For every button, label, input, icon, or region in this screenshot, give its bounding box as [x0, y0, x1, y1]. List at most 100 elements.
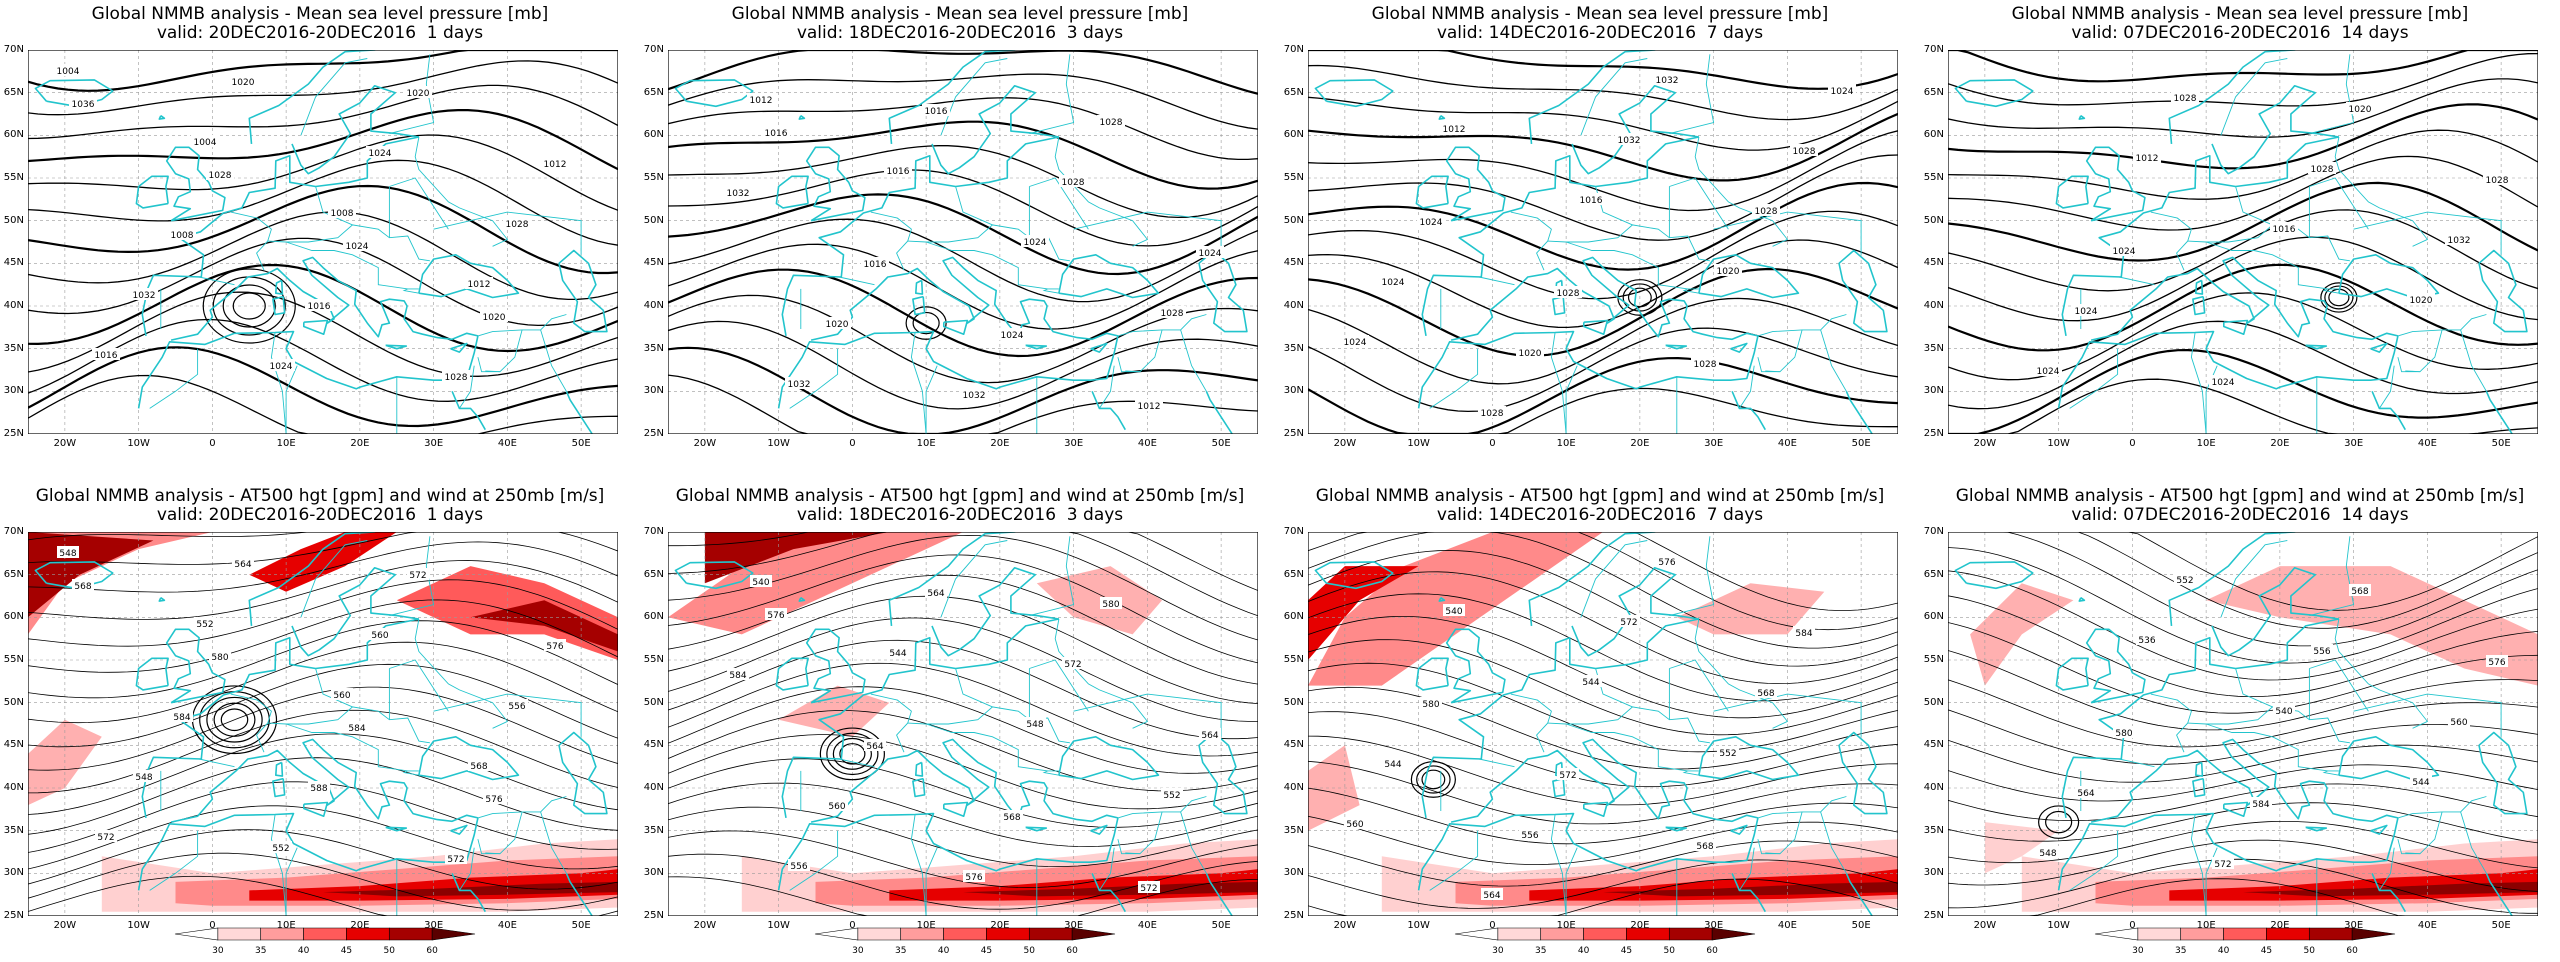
latitude-label: 45N — [3, 739, 24, 751]
contour-label: 1028 — [2311, 165, 2334, 175]
latitude-label: 50N — [1923, 214, 1944, 226]
contour-label: 536 — [2138, 636, 2155, 646]
colorbar-label: 35 — [2175, 946, 2186, 956]
contour-label: 588 — [310, 784, 327, 794]
contour-line — [1948, 378, 2538, 434]
contour-line — [668, 806, 1258, 868]
longitude-label: 40E — [1137, 438, 1157, 449]
contour-line — [28, 620, 618, 699]
latitude-label: 65N — [643, 86, 664, 98]
lat-lon-grid — [1948, 50, 2538, 434]
coastlines — [1314, 50, 1888, 434]
contour-line — [668, 574, 1258, 685]
contour-label: 1028 — [1755, 207, 1778, 217]
panel-title: Global NMMB analysis - Mean sea level pr… — [1371, 4, 1829, 24]
colorbar-segment — [388, 927, 433, 941]
longitude-label: 10W — [2047, 920, 2070, 931]
longitude-label: 0 — [2129, 920, 2136, 931]
longitude-label: 10E — [2196, 438, 2216, 449]
coastlines — [1314, 532, 1888, 916]
panel-valid-period: valid: 20DEC2016-20DEC2016 1 days — [156, 23, 484, 43]
contour-label: 564 — [866, 742, 883, 752]
contour-label: 572 — [2214, 860, 2231, 870]
contour-line — [668, 193, 1258, 276]
contour-label: 1016 — [308, 302, 331, 312]
contour-line — [668, 320, 1258, 410]
contour-label: 1008 — [171, 231, 194, 241]
latitude-label: 35N — [1283, 824, 1304, 836]
latitude-label: 25N — [643, 910, 664, 921]
contour-line — [28, 599, 618, 673]
contour-line — [1948, 532, 2538, 611]
longitude-label: 20W — [1973, 438, 1997, 449]
longitude-label: 10W — [127, 920, 150, 931]
contour-line — [1948, 348, 2538, 434]
contour-line — [668, 268, 1258, 358]
longitude-label: 20E — [990, 920, 1010, 931]
contour-line — [28, 84, 618, 140]
longitude-label: 20W — [53, 438, 77, 449]
contour-line — [1308, 593, 1898, 702]
contour-label: 576 — [1658, 558, 1675, 568]
latitude-label: 70N — [643, 44, 664, 55]
contour-label: 1024 — [1420, 218, 1443, 228]
map: 540 544 548 552 556 564 572 564 560 576 580 584 564 5… — [668, 532, 1258, 916]
contour-line — [1948, 532, 2538, 647]
longitude-label: 10W — [1407, 438, 1430, 449]
contour-label: 556 — [1521, 831, 1538, 841]
contour-label: 1032 — [2448, 236, 2471, 246]
latitude-label: 60N — [3, 611, 24, 623]
longitude-label: 40E — [2417, 920, 2437, 931]
latitude-label: 35N — [1923, 342, 1944, 354]
wind-speed-area — [1676, 583, 1825, 635]
latitude-label: 55N — [1283, 654, 1304, 665]
longitude-label: 30E — [1704, 920, 1724, 931]
longitude-label: 40E — [1777, 438, 1797, 449]
contour-label: 572 — [97, 833, 114, 843]
closed-contour — [220, 708, 249, 732]
contour-label: 572 — [1064, 660, 1081, 670]
contour-label: 584 — [2252, 800, 2269, 810]
contour-line — [1948, 52, 2538, 107]
latitude-label: 40N — [3, 782, 24, 793]
latitude-label: 50N — [3, 696, 24, 708]
latitude-label: 55N — [643, 172, 664, 183]
contour-label: 560 — [371, 631, 388, 641]
contour-label: 552 — [272, 844, 289, 854]
contour-line — [1308, 210, 1898, 300]
colorbar-segment — [986, 927, 1030, 941]
contour-label: 572 — [1620, 618, 1637, 628]
contour-label: 548 — [2039, 849, 2056, 859]
colorbar-segment — [303, 927, 347, 941]
longitude-label: 20E — [350, 438, 370, 449]
latitude-label: 40N — [1923, 300, 1944, 311]
colorbar-segment — [217, 927, 262, 941]
wind-speed-area — [470, 600, 618, 652]
contour-line — [1948, 709, 2538, 765]
contour-line — [668, 758, 1258, 828]
contour-line — [28, 829, 618, 890]
latitude-label: 35N — [3, 342, 24, 354]
longitude-label: 20W — [1333, 920, 1357, 931]
colorbar: 30 35 40 45 50 60 — [2094, 927, 2396, 956]
colorbar-segment — [174, 927, 219, 941]
latitude-label: 65N — [3, 568, 24, 580]
contour-line — [1948, 129, 2538, 200]
colorbar-label: 50 — [384, 946, 396, 956]
latitude-label: 60N — [1283, 611, 1304, 623]
mslp-panel-1: Global NMMB analysis - Mean sea level pr… — [0, 0, 640, 480]
contour-label: 1024 — [2037, 367, 2060, 377]
contour-label: 1028 — [1100, 118, 1123, 128]
wind-panel-4: Global NMMB analysis - AT500 hgt [gpm] a… — [1920, 482, 2560, 962]
contour-label: 556 — [508, 702, 525, 712]
latitude-label: 50N — [643, 696, 664, 708]
panel-valid-period: valid: 20DEC2016-20DEC2016 1 days — [156, 505, 484, 525]
contour-line — [1308, 297, 1898, 385]
contour-label: 576 — [965, 873, 982, 883]
contour-line — [1308, 735, 1898, 806]
contour-label: 548 — [1026, 720, 1043, 730]
latitude-label: 55N — [1923, 172, 1944, 183]
latitude-label: 25N — [1283, 428, 1304, 439]
contour-label: 1036 — [72, 100, 95, 110]
colorbar-segment — [1583, 927, 1627, 941]
